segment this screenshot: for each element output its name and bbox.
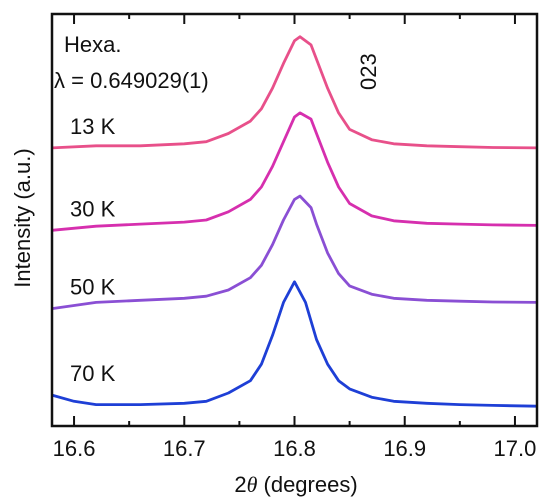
x-axis-label-symbol: θ <box>247 472 258 497</box>
x-tick-label-0: 16.6 <box>53 436 96 461</box>
series-line-30-k <box>51 111 538 232</box>
x-tick-label-3: 16.9 <box>383 436 426 461</box>
x-axis-label: 2θ (degrees) <box>234 472 357 497</box>
series-label-30-k: 30 K <box>70 196 116 221</box>
series-label-13-k: 13 K <box>70 114 116 139</box>
y-axis-label: Intensity (a.u.) <box>10 148 35 287</box>
wavelength-annotation: λ = 0.649029(1) <box>54 68 209 93</box>
series-label-70-k: 70 K <box>70 361 116 386</box>
x-axis-label-suffix: (degrees) <box>257 472 357 497</box>
x-axis-label-prefix: 2 <box>234 472 246 497</box>
x-tick-label-1: 16.7 <box>163 436 206 461</box>
series-layer <box>51 35 538 408</box>
series-line-70-k <box>51 280 538 408</box>
series-line-50-k <box>51 194 538 310</box>
structure-annotation: Hexa. <box>64 32 121 57</box>
series-label-50-k: 50 K <box>70 275 116 300</box>
x-tick-label-2: 16.8 <box>273 436 316 461</box>
reflection-annotation: 023 <box>356 53 381 90</box>
series-line-13-k <box>51 35 538 150</box>
tick-layer: 16.6 16.7 16.8 16.9 17.0 <box>53 14 537 461</box>
series-label-layer: 13 K 30 K 50 K 70 K <box>70 114 116 386</box>
x-tick-label-4: 17.0 <box>494 436 537 461</box>
